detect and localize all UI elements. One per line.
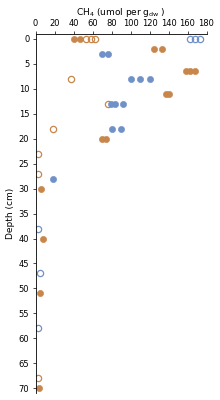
Y-axis label: Depth (cm): Depth (cm)	[6, 188, 15, 239]
X-axis label: CH$_4$ (umol per g$_\mathregular{dw}$ ): CH$_4$ (umol per g$_\mathregular{dw}$ )	[76, 6, 166, 18]
